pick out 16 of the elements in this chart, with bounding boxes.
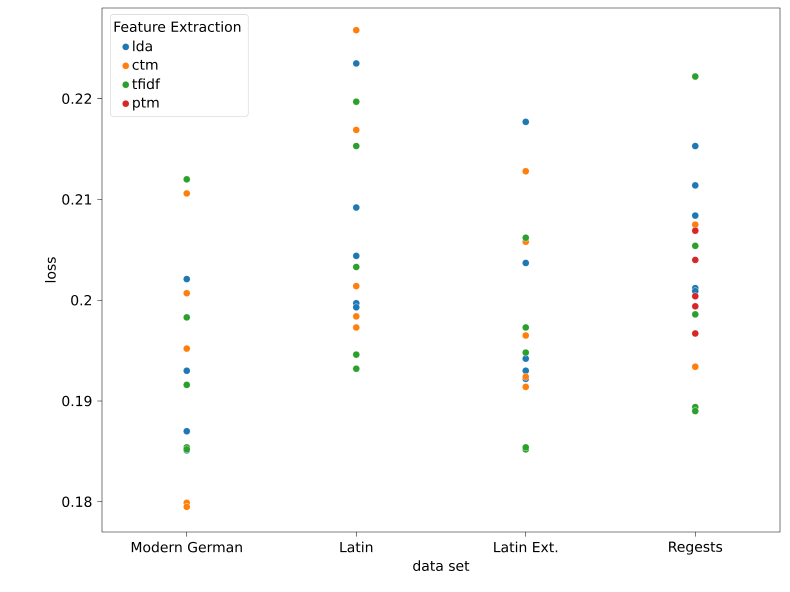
legend-title: Feature Extraction [114,21,240,32]
y-tick-label: 0.22 [62,93,92,104]
y-tick-label: 0.18 [62,496,92,508]
y-axis-title: loss [45,257,56,282]
legend-label: ptm [133,98,159,110]
x-tick-label: Regests [669,542,722,555]
x-tick-label: Latin [340,542,372,552]
x-axis-title: data set [413,560,470,571]
y-tick-label: 0.19 [62,396,92,406]
y-tick-label: 0.2 [71,294,92,306]
legend-label: lda [133,40,152,52]
x-tick-label: Latin Ext. [494,542,558,552]
x-tick-label: Modern German [132,542,242,552]
y-tick-label: 0.21 [62,194,92,205]
legend-label: tfidf [132,78,160,90]
legend-label: ctm [132,60,158,70]
